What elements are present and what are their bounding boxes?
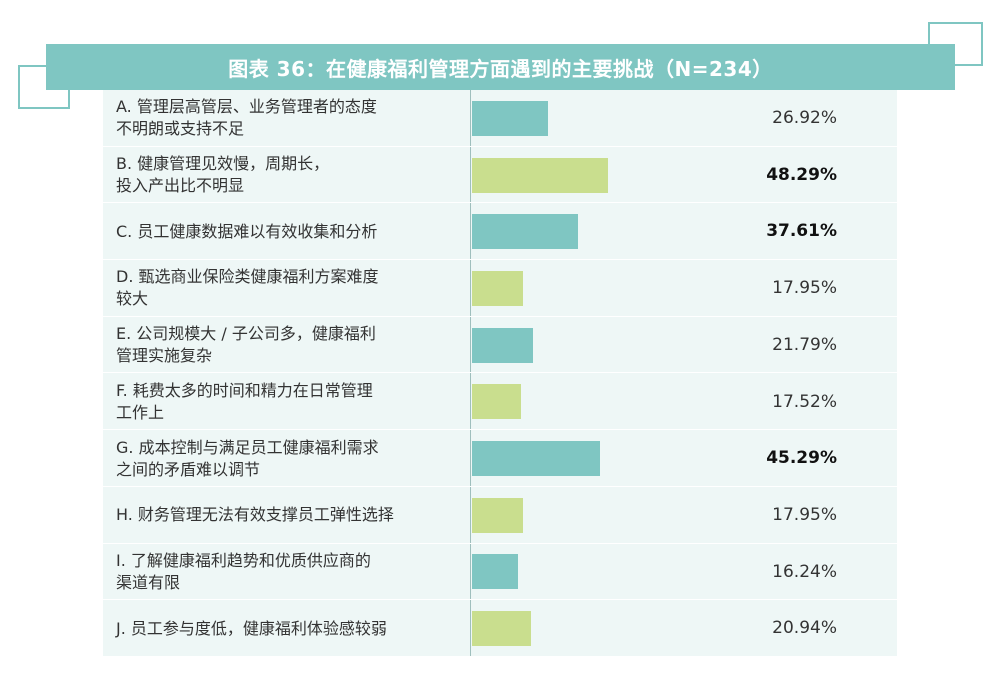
table-row: D. 甄选商业保险类健康福利方案难度 较大 17.95% bbox=[103, 260, 897, 317]
table-row: B. 健康管理见效慢，周期长， 投入产出比不明显 48.29% bbox=[103, 147, 897, 204]
value-label: 26.92% bbox=[772, 108, 837, 128]
value-label: 20.94% bbox=[772, 618, 837, 639]
table-row: F. 耗费太多的时间和精力在日常管理 工作上 17.52% bbox=[103, 374, 897, 431]
chart-table: A. 管理层高管层、业务管理者的态度 不明朗或支持不足 26.92% B. 健康管理见… bbox=[103, 90, 897, 657]
bar bbox=[472, 327, 534, 363]
table-row: A. 管理层高管层、业务管理者的态度 不明朗或支持不足 26.92% bbox=[103, 90, 897, 147]
value-label: 48.29% bbox=[766, 164, 837, 185]
table-row: E. 公司规模大 / 子公司多，健康福利 管理实施复杂 21.79% bbox=[103, 317, 897, 374]
bar bbox=[472, 214, 579, 250]
table-row: I. 了解健康福利趋势和优质供应商的 渠道有限 16.24% bbox=[103, 544, 897, 601]
value-label: 45.29% bbox=[766, 448, 837, 469]
table-row: J. 员工参与度低，健康福利体验感较弱 20.94% bbox=[103, 600, 897, 657]
table-row: C. 员工健康数据难以有效收集和分析 37.61% bbox=[103, 203, 897, 261]
category-label: J. 员工参与度低，健康福利体验感较弱 bbox=[116, 618, 387, 638]
bar bbox=[472, 611, 532, 647]
bar bbox=[472, 554, 518, 590]
category-label: A. 管理层高管层、业务管理者的态度 不明朗或支持不足 bbox=[116, 97, 377, 139]
column-divider bbox=[470, 90, 471, 657]
value-label: 37.61% bbox=[766, 221, 837, 242]
bar bbox=[472, 441, 600, 477]
value-label: 17.95% bbox=[772, 504, 837, 525]
category-label: F. 耗费太多的时间和精力在日常管理 工作上 bbox=[116, 380, 373, 422]
value-label: 21.79% bbox=[772, 334, 837, 355]
category-label: G. 成本控制与满足员工健康福利需求 之间的矛盾难以调节 bbox=[116, 437, 379, 479]
category-label: H. 财务管理无法有效支撑员工弹性选择 bbox=[116, 505, 394, 525]
table-row: H. 财务管理无法有效支撑员工弹性选择 17.95% bbox=[103, 487, 897, 544]
category-label: E. 公司规模大 / 子公司多，健康福利 管理实施复杂 bbox=[116, 324, 376, 366]
value-label: 16.24% bbox=[772, 561, 837, 582]
bar bbox=[472, 100, 548, 136]
category-label: I. 了解健康福利趋势和优质供应商的 渠道有限 bbox=[116, 550, 371, 592]
bar bbox=[472, 384, 522, 420]
value-label: 17.95% bbox=[772, 278, 837, 299]
category-label: B. 健康管理见效慢，周期长， 投入产出比不明显 bbox=[116, 154, 330, 196]
chart-title: 图表 36：在健康福利管理方面遇到的主要挑战（N=234） bbox=[46, 44, 955, 90]
value-label: 17.52% bbox=[772, 391, 837, 412]
category-label: C. 员工健康数据难以有效收集和分析 bbox=[116, 221, 378, 241]
bar bbox=[472, 497, 523, 533]
table-row: G. 成本控制与满足员工健康福利需求 之间的矛盾难以调节 45.29% bbox=[103, 430, 897, 487]
category-label: D. 甄选商业保险类健康福利方案难度 较大 bbox=[116, 267, 379, 309]
bar bbox=[472, 270, 523, 306]
bar bbox=[472, 157, 609, 193]
